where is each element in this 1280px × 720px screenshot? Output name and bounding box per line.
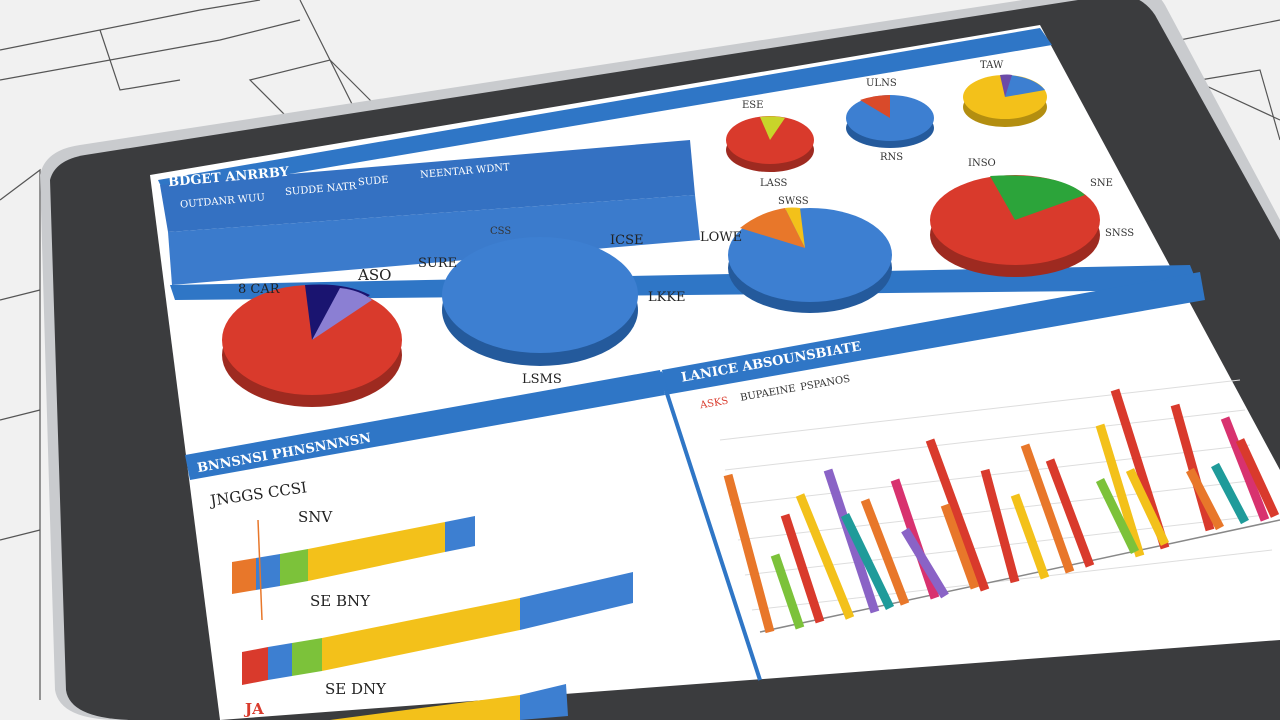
- right-label-3: SNSS: [1105, 228, 1135, 239]
- chart-bar: [1020, 443, 1075, 574]
- red-green-pie-chart: [930, 175, 1100, 277]
- chart-bar: [1211, 462, 1249, 525]
- chart-bar: [1095, 423, 1145, 558]
- bar-row-2: [242, 572, 633, 685]
- right-label-1: INSO: [968, 158, 996, 169]
- row-marker: JA: [245, 700, 264, 718]
- chart-bar: [780, 513, 825, 624]
- small-pie-label-3: RNS: [880, 152, 904, 163]
- chart-bar: [1125, 468, 1170, 546]
- bar-row-3-label: SE DNY: [325, 680, 387, 698]
- small-pie-label-2: ULNS: [866, 78, 897, 89]
- pie-label-6: LKKE: [648, 290, 686, 305]
- small-pie-label-4: LASS: [760, 178, 788, 189]
- big-pie-label: LSMS: [522, 372, 562, 387]
- right-label-4: SWSS: [778, 196, 809, 207]
- pie-label-2: ASO: [358, 266, 392, 284]
- pie-label-1: 8 CAR: [238, 282, 280, 297]
- pie-label-5: LOWE: [700, 230, 743, 245]
- chart-bar: [1170, 403, 1215, 532]
- chart-bar: [840, 513, 895, 610]
- small-red-pie: [726, 116, 814, 172]
- right-label-2: SNE: [1090, 178, 1113, 189]
- bar-row-3: [330, 684, 568, 720]
- chart-bar: [823, 468, 880, 614]
- red-pie-chart: [222, 284, 402, 407]
- small-pie-label-5: TAW: [980, 60, 1004, 71]
- bar-row-1: [232, 516, 475, 594]
- chart-bar: [1220, 416, 1270, 522]
- chart-bar: [1010, 493, 1050, 580]
- bar-row-2-label: SE BNY: [310, 592, 371, 610]
- chart-bar: [1186, 467, 1224, 531]
- chart-bar: [723, 473, 775, 634]
- chart-bars: [723, 388, 1280, 634]
- small-blue-pie: [846, 95, 934, 148]
- chart-bar: [1095, 478, 1140, 554]
- blue-pie-chart: [442, 237, 638, 366]
- chart-bar: [940, 503, 980, 590]
- chart-bar: [901, 527, 949, 599]
- right-label-5: CSS: [490, 226, 512, 237]
- chart-bar: [925, 438, 990, 592]
- chart-bar: [1235, 438, 1280, 518]
- small-yellow-pie: [963, 74, 1047, 127]
- chart-bar: [860, 498, 910, 606]
- chart-bar: [980, 468, 1020, 584]
- pie-label-3: SURE: [418, 256, 458, 271]
- blue-pie-chart-2: [728, 207, 892, 313]
- chart-bar: [795, 493, 855, 620]
- chart-bar: [1045, 458, 1095, 568]
- chart-bar: [770, 553, 805, 630]
- small-pie-label-1: ESE: [742, 100, 764, 111]
- bar-row-1-label: SNV: [298, 508, 333, 526]
- pie-label-4: ICSE: [610, 233, 644, 248]
